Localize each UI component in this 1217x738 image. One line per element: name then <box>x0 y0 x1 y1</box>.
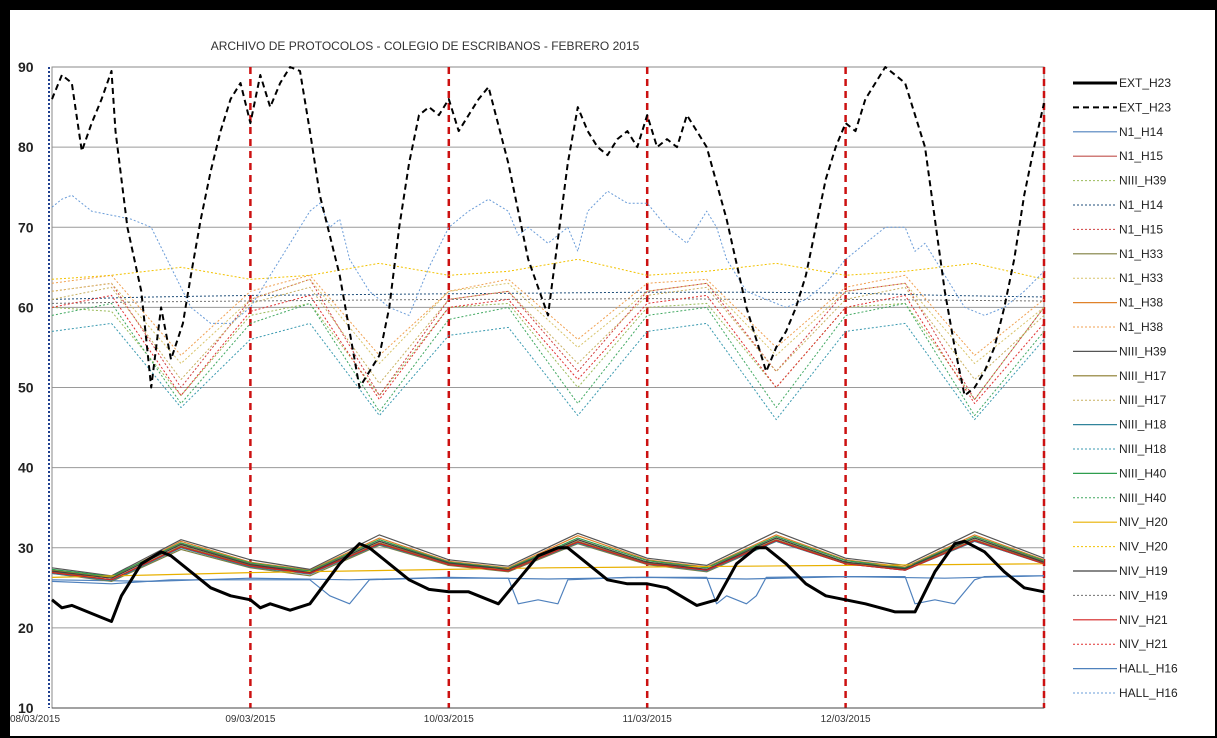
series-line-hall-h16-dotted <box>51 190 1045 324</box>
legend-label: N1_H15 <box>1119 149 1163 163</box>
series-line-n1-h38 <box>51 534 1045 578</box>
series-line-niv-h20 <box>51 563 1045 578</box>
y-tick-label: 10 <box>18 700 34 716</box>
y-tick-label: 90 <box>18 59 34 75</box>
series-line-niv-h21-dotted <box>51 294 1045 404</box>
legend-label: NIII_H18 <box>1119 442 1167 456</box>
series-line-hall-h16 <box>51 575 1044 605</box>
legend-label: N1_H38 <box>1119 320 1163 334</box>
legend-label: NIII_H17 <box>1119 393 1167 407</box>
series-line-niii-h17-dotted <box>51 286 1045 384</box>
series-lines <box>51 66 1045 623</box>
y-tick-label: 60 <box>18 299 34 315</box>
series-line-n1-h38-dotted <box>51 274 1045 356</box>
series-line-niii-h39-dotted <box>51 302 1045 400</box>
series-line-niii-h17 <box>51 539 1045 581</box>
series-line-ext-h23 <box>51 539 1045 623</box>
legend-label: N1_H38 <box>1119 296 1163 310</box>
chart-panel: ARCHIVO DE PROTOCOLOS - COLEGIO DE ESCRI… <box>10 10 1215 736</box>
legend-label: NIV_H20 <box>1119 540 1168 554</box>
legend-label: NIV_H21 <box>1119 613 1168 627</box>
series-line-ext-h23-dashed <box>51 66 1045 397</box>
y-tick-label: 50 <box>18 380 34 396</box>
legend-label: NIV_H19 <box>1119 588 1168 602</box>
legend-label: HALL_H16 <box>1119 686 1178 700</box>
series-line-niii-h39 <box>51 531 1045 577</box>
y-tick-label: 70 <box>18 219 34 235</box>
series-line-n1-h33-dotted <box>51 278 1045 364</box>
series-line-niv-h20-dotted <box>51 258 1045 280</box>
legend-label: N1_H14 <box>1119 125 1163 139</box>
chart-title: ARCHIVO DE PROTOCOLOS - COLEGIO DE ESCRI… <box>211 39 640 53</box>
legend-label: N1_H14 <box>1119 198 1163 212</box>
legend-label: NIII_H18 <box>1119 418 1167 432</box>
legend: EXT_H23 EXT_H23 N1_H14 N1_H15 NIII_H39 N1_H14… <box>1073 76 1178 700</box>
x-tick-label: 12/03/2015 <box>821 714 871 725</box>
y-tick-label: 40 <box>18 460 34 476</box>
legend-label: NIII_H39 <box>1119 344 1167 358</box>
series-line-n1-h14-dotted <box>51 291 1045 300</box>
legend-label: EXT_H23 <box>1119 76 1171 90</box>
y-tick-label: 20 <box>18 620 34 636</box>
x-tick-label: 10/03/2015 <box>424 714 474 725</box>
y-tick-label: 30 <box>18 540 34 556</box>
y-tick-label: 80 <box>18 139 34 155</box>
legend-label: NIII_H40 <box>1119 491 1167 505</box>
legend-label: NIII_H40 <box>1119 466 1167 480</box>
x-tick-label: 09/03/2015 <box>225 714 275 725</box>
legend-label: NIV_H19 <box>1119 564 1168 578</box>
x-tick-label: 11/03/2015 <box>623 714 673 725</box>
series-line-niii-h18-dotted <box>51 322 1045 421</box>
legend-label: NIV_H21 <box>1119 637 1168 651</box>
axes: 10 20 30 40 50 60 70 80 90 08/03/2015 09/03/2015 10… <box>10 59 1044 725</box>
series-line-n1-h15-dotted <box>51 278 1045 400</box>
legend-label: EXT_H23 <box>1119 100 1171 114</box>
legend-label: NIV_H20 <box>1119 515 1168 529</box>
legend-label: N1_H33 <box>1119 247 1163 261</box>
legend-label: N1_H15 <box>1119 222 1163 236</box>
line-chart: ARCHIVO DE PROTOCOLOS - COLEGIO DE ESCRI… <box>10 10 1215 736</box>
legend-label: HALL_H16 <box>1119 662 1178 676</box>
series-line-niv-h19-dotted <box>51 298 1045 304</box>
legend-label: NIII_H39 <box>1119 174 1167 188</box>
legend-label: NIII_H17 <box>1119 369 1167 383</box>
legend-label: N1_H33 <box>1119 271 1163 285</box>
x-tick-label: 08/03/2015 <box>10 714 60 725</box>
series-line-niv-h21 <box>51 539 1045 581</box>
